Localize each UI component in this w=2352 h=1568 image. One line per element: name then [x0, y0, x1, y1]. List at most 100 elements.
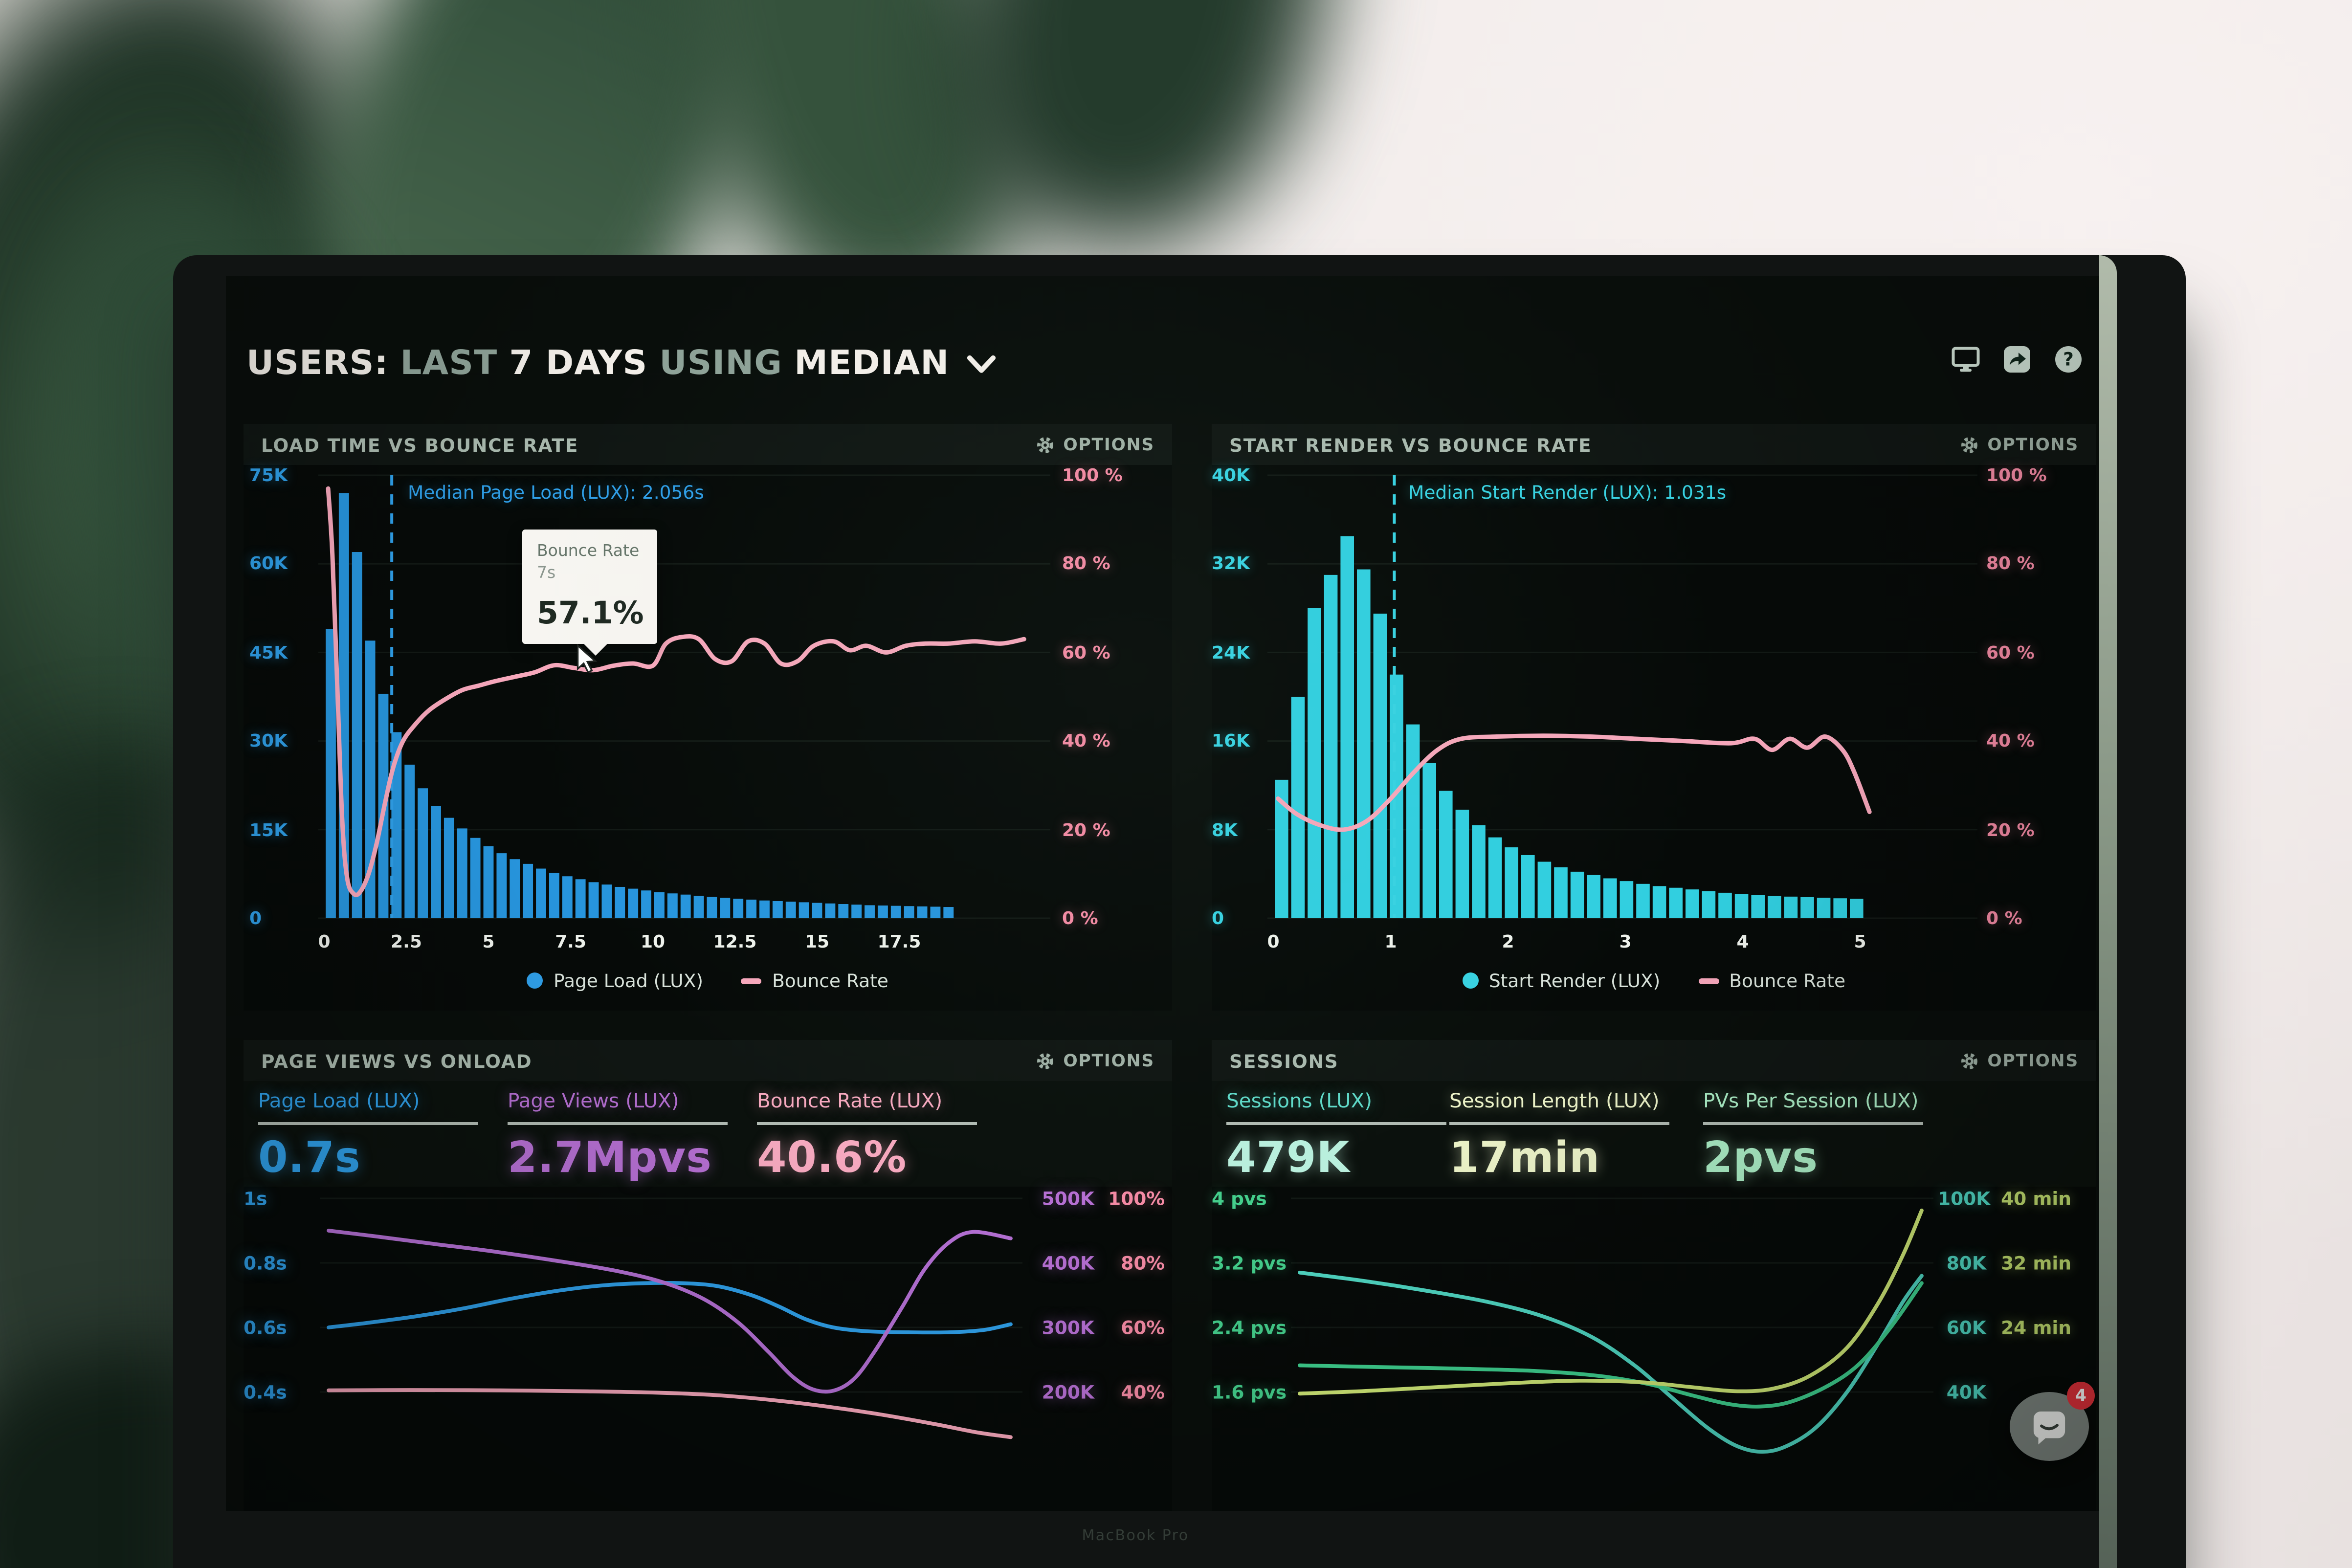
panel-sessions: SESSIONS OPTIONS Sessions (LUX) 479K Ses…: [1212, 1040, 2096, 1511]
axis-tick-label: 0.6s: [244, 1316, 287, 1339]
tooltip-value: 57.1%: [537, 596, 644, 631]
laptop-edge-highlight: [2099, 255, 2117, 1568]
axis-tick-label: 17.5: [877, 931, 921, 952]
start-render-chart-canvas[interactable]: [1212, 424, 2096, 952]
y-axis-right-row: 80K 32 min: [1938, 1252, 2071, 1274]
axis-tick-label: 1: [1384, 931, 1397, 952]
axis-tick-label: 1.6 pvs: [1212, 1381, 1287, 1403]
stat-value: 2pvs: [1703, 1132, 1818, 1182]
share-icon[interactable]: [2001, 343, 2033, 375]
stat-label: PVs Per Session (LUX): [1703, 1090, 1919, 1113]
stat-sessions: Sessions (LUX) 479K: [1226, 1090, 1461, 1182]
axis-tick-label: 24 min: [2001, 1316, 2071, 1339]
axis-tick-label: 5: [482, 931, 495, 952]
stat-value: 479K: [1226, 1132, 1350, 1182]
y-axis-right-row: 100K 40 min: [1938, 1188, 2071, 1210]
axis-tick-label: 12.5: [713, 931, 757, 952]
stat-value: 40.6%: [757, 1132, 907, 1182]
title-days: 7 DAYS: [509, 345, 648, 383]
panel-page-views-vs-onload: PAGE VIEWS VS ONLOAD OPTIONS Page Load (…: [244, 1040, 1172, 1511]
panel-title: SESSIONS: [1229, 1049, 1339, 1072]
stat-pvs-per-session: PVs Per Session (LUX) 2pvs: [1703, 1090, 1938, 1182]
axis-tick-label: 2.5: [391, 931, 422, 952]
stat-value: 2.7Mpvs: [508, 1132, 712, 1182]
stat-value: 0.7s: [258, 1132, 361, 1182]
axis-tick-label: 1s: [244, 1187, 267, 1210]
tooltip-series: Bounce Rate: [537, 541, 640, 560]
title-dropdown-button[interactable]: [967, 354, 996, 374]
axis-tick-label: 80 %: [1062, 553, 1110, 574]
axis-tick-label: 10: [640, 931, 666, 952]
dashboard-title: USERS: LAST 7 DAYS USING MEDIAN: [246, 337, 996, 390]
sessions-chart-canvas[interactable]: [1212, 1187, 2096, 1511]
axis-tick-label: 40K: [1946, 1381, 1986, 1403]
legend-item[interactable]: Bounce Rate: [741, 970, 888, 992]
stat-page-views: Page Views (LUX) 2.7Mpvs: [508, 1090, 742, 1182]
axis-tick-label: 24K: [1212, 642, 1250, 663]
y-axis-right-labels: 100 % 80 % 60 % 40 % 20 % 0 %: [1986, 424, 2065, 1011]
axis-tick-label: 0: [1212, 908, 1224, 928]
help-icon[interactable]: ?: [2052, 343, 2085, 375]
axis-tick-label: 60%: [1121, 1316, 1165, 1339]
axis-tick-label: 100K: [1938, 1187, 1991, 1210]
gear-icon: [1037, 436, 1053, 453]
laptop: USERS: LAST 7 DAYS USING MEDIAN ?: [173, 255, 2186, 1568]
axis-tick-label: 80%: [1121, 1252, 1165, 1274]
axis-tick-label: 16K: [1212, 730, 1250, 751]
axis-tick-label: 0: [318, 931, 331, 952]
load-time-chart-canvas[interactable]: [244, 424, 1172, 952]
display-icon[interactable]: [1950, 343, 1982, 375]
page-views-chart-canvas[interactable]: [244, 1187, 1172, 1511]
y-axis-left-labels: 75K 60K 45K 30K 15K 0: [249, 424, 314, 1011]
axis-tick-label: 15: [804, 931, 830, 952]
legend-label: Page Load (LUX): [554, 970, 704, 992]
axis-tick-label: 75K: [249, 465, 288, 486]
axis-tick-label: 32K: [1212, 553, 1250, 574]
axis-tick-label: 400K: [1042, 1252, 1094, 1274]
dash-marker-icon: [741, 977, 762, 984]
legend-item[interactable]: Start Render (LUX): [1462, 970, 1660, 992]
options-button[interactable]: OPTIONS: [1035, 434, 1154, 455]
options-button[interactable]: OPTIONS: [1959, 1050, 2079, 1071]
legend-label: Bounce Rate: [772, 970, 888, 992]
chat-launcher-button[interactable]: 4: [2010, 1382, 2095, 1461]
legend-item[interactable]: Bounce Rate: [1698, 970, 1845, 992]
y-axis-right-row: 200K 40%: [1033, 1381, 1165, 1403]
gear-icon: [1961, 436, 1977, 453]
panel-title: START RENDER VS BOUNCE RATE: [1229, 433, 1592, 456]
y-axis-right-labels: 100 % 80 % 60 % 40 % 20 % 0 %: [1062, 424, 1141, 1011]
panel-title: LOAD TIME VS BOUNCE RATE: [261, 433, 579, 456]
hover-tooltip: Bounce Rate 7s 57.1%: [522, 530, 657, 656]
x-axis-labels: 0 2.5 5 7.5 10 12.5 15 17.5: [244, 931, 1172, 955]
axis-tick-label: 32 min: [2001, 1252, 2071, 1274]
options-label: OPTIONS: [1987, 434, 2079, 455]
dash-marker-icon: [1698, 977, 1719, 984]
stat-label: Sessions (LUX): [1226, 1090, 1373, 1113]
axis-tick-label: 100 %: [1986, 465, 2047, 486]
options-button[interactable]: OPTIONS: [1035, 1050, 1154, 1071]
gear-icon: [1961, 1052, 1977, 1069]
axis-tick-label: 300K: [1042, 1316, 1094, 1339]
median-annotation: Median Page Load (LUX): 2.056s: [408, 481, 704, 503]
device-label: MacBook Pro: [1082, 1528, 1189, 1545]
axis-tick-label: 20 %: [1062, 820, 1110, 840]
axis-tick-label: 60K: [1946, 1316, 1986, 1339]
stat-divider: [1449, 1122, 1669, 1125]
svg-text:?: ?: [2063, 349, 2074, 370]
panel-start-render-vs-bounce-rate: START RENDER VS BOUNCE RATE OPTIONS 40K …: [1212, 424, 2096, 1011]
legend-item[interactable]: Page Load (LUX): [527, 970, 703, 992]
panel-load-time-vs-bounce-rate: LOAD TIME VS BOUNCE RATE OPTIONS 75K 60K…: [244, 424, 1172, 1011]
chat-bubble-icon: [2033, 1411, 2065, 1444]
gear-icon: [1037, 1052, 1053, 1069]
notification-badge: 4: [2067, 1382, 2095, 1410]
axis-tick-label: 0: [1267, 931, 1280, 952]
axis-tick-label: 40K: [1212, 465, 1250, 486]
axis-tick-label: 80 %: [1986, 553, 2035, 574]
panel-header: START RENDER VS BOUNCE RATE OPTIONS: [1212, 424, 2096, 465]
options-button[interactable]: OPTIONS: [1959, 434, 2079, 455]
axis-tick-label: 0 %: [1062, 908, 1098, 928]
axis-tick-label: 2: [1502, 931, 1514, 952]
chevron-down-icon: [967, 354, 996, 373]
axis-tick-label: 40 %: [1062, 730, 1110, 751]
axis-tick-label: 0: [249, 908, 262, 928]
